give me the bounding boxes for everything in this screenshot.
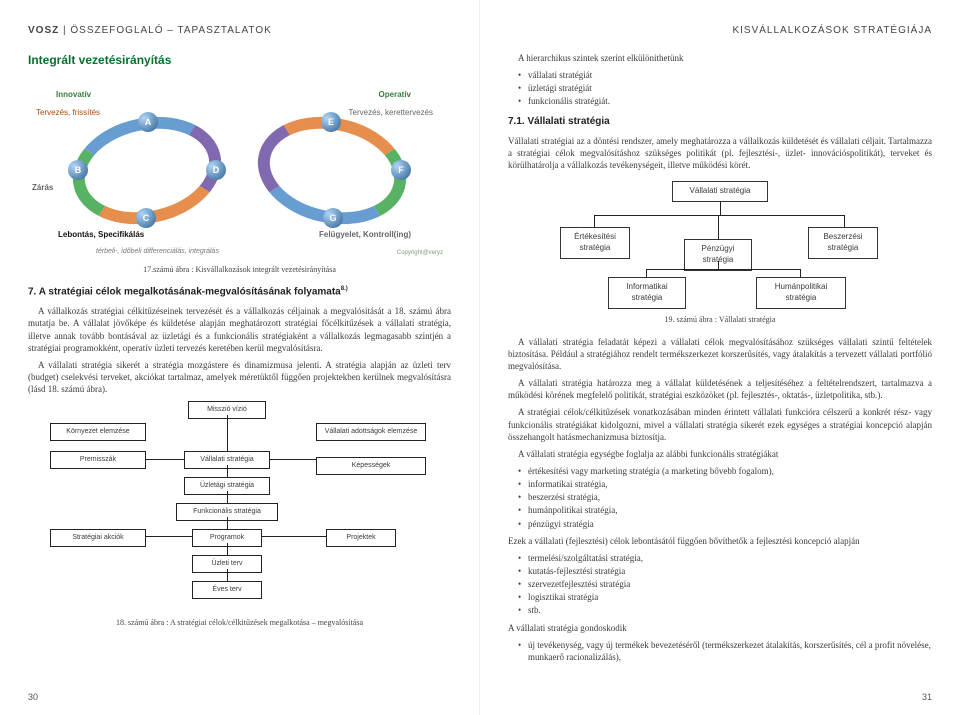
page-number-right: 31: [922, 691, 932, 703]
conn: [262, 536, 326, 537]
conn: [227, 415, 228, 451]
box-ertekesitesi: Értékesítési stratégia: [560, 227, 630, 259]
box-kornyezet: Környezet elemzése: [50, 423, 146, 440]
list-item: logisztikai stratégia: [528, 591, 932, 603]
list-item: stb.: [528, 604, 932, 616]
list-item: új tevékenység, vagy új termékek bevezet…: [528, 639, 932, 663]
list-item: funkcionális stratégiát.: [528, 95, 932, 107]
fig18-caption: 18. számú ábra : A stratégiai célok/célk…: [28, 618, 451, 629]
list-item: értékesítési vagy marketing stratégia (a…: [528, 465, 932, 477]
conn: [800, 269, 801, 277]
page-left: VOSZ | ÖSSZEFOGLALÓ – TAPASZTALATOK Inte…: [0, 0, 480, 715]
fig17-title: Integrált vezetésirányítás: [28, 52, 451, 68]
intro-bullets: vállalati stratégiát üzletági stratégiát…: [528, 69, 932, 107]
node-d: D: [206, 160, 226, 180]
box-adottsagok: Vállalati adottságok elemzése: [316, 423, 426, 440]
right-p2: A vállalati stratégia határozza meg a vá…: [508, 377, 932, 401]
box-informatikai: Informatikai stratégia: [608, 277, 686, 309]
conn: [720, 201, 721, 215]
list-item: kutatás-fejlesztési stratégia: [528, 565, 932, 577]
box-root: Vállalati stratégia: [672, 181, 768, 202]
label-operativ: Operatív: [379, 90, 411, 101]
running-head-left: VOSZ | ÖSSZEFOGLALÓ – TAPASZTALATOK: [28, 24, 451, 38]
label-copyright: Copyright@veryz: [397, 249, 443, 257]
running-head-right: KISVÁLLALKOZÁSOK STRATÉGIÁJA: [508, 24, 932, 38]
conn: [594, 215, 844, 216]
conn: [227, 569, 228, 581]
node-g: G: [323, 208, 343, 228]
conn: [718, 215, 719, 239]
list-item: szervezetfejlesztési stratégia: [528, 578, 932, 590]
bullets-4: új tevékenység, vagy új termékek bevezet…: [528, 639, 932, 663]
fig17-caption: 17.számú ábra : Kisvállalkozások integrá…: [28, 265, 451, 276]
node-e: E: [321, 112, 341, 132]
section-71-heading: 7.1. Vállalati stratégia: [508, 115, 932, 129]
list-item: üzletági stratégiát: [528, 82, 932, 94]
right-p3: A stratégiai célok/célkitűzések vonatkoz…: [508, 406, 932, 442]
node-a: A: [138, 112, 158, 132]
label-felugyelet: Felügyelet, Kontroll(ing): [319, 230, 411, 241]
conn: [646, 269, 800, 270]
conn: [270, 459, 316, 460]
conn: [146, 459, 184, 460]
right-p4: A vállalati stratégia egységbe foglalja …: [508, 448, 932, 460]
sec7-para-2: A vállalati stratégia sikerét a stratégi…: [28, 359, 451, 395]
list-item: humánpolitikai stratégia,: [528, 504, 932, 516]
box-premisszak: Premisszák: [50, 451, 146, 468]
label-integracio: térbeli-, időbeli differenciálás, integr…: [96, 247, 219, 256]
conn: [594, 215, 595, 227]
bullets-3: termelési/szolgáltatási stratégia, kutat…: [528, 552, 932, 617]
right-p6: A vállalati stratégia gondoskodik: [508, 622, 932, 634]
node-b: B: [68, 160, 88, 180]
node-c: C: [136, 208, 156, 228]
box-humanpolitikai: Humánpolitikai stratégia: [756, 277, 846, 309]
right-intro: A hierarchikus szintek szerint elkülönít…: [508, 52, 932, 64]
box-kepessegek: Képességek: [316, 457, 426, 474]
right-p5: Ezek a vállalati (fejlesztési) célok leb…: [508, 535, 932, 547]
right-p1: A vállalati stratégia feladatát képezi a…: [508, 336, 932, 372]
fig17-graphic: Innovatív Operatív Tervezés, frissítés T…: [28, 68, 451, 263]
list-item: beszerzési stratégia,: [528, 491, 932, 503]
figure-19: Vállalati stratégia Értékesítési stratég…: [560, 181, 880, 311]
conn: [646, 269, 647, 277]
section-7-heading: 7. A stratégiai célok megalkotásának-meg…: [28, 285, 451, 299]
brand: VOSZ: [28, 25, 59, 36]
box-akciok: Stratégiai akciók: [50, 529, 146, 546]
label-lebontas: Lebontás, Specifikálás: [58, 230, 144, 241]
conn: [844, 215, 845, 227]
label-zaras: Zárás: [32, 183, 53, 194]
conn: [227, 491, 228, 503]
list-item: pénzügyi stratégia: [528, 518, 932, 530]
list-item: informatikai stratégia,: [528, 478, 932, 490]
box-eves: Éves terv: [192, 581, 262, 598]
infinity-diagram: A B C D E F G H: [78, 118, 401, 225]
conn: [227, 517, 228, 529]
label-innovativ: Innovatív: [56, 90, 91, 101]
conn: [718, 261, 719, 269]
conn: [227, 465, 228, 477]
page-right: KISVÁLLALKOZÁSOK STRATÉGIÁJA A hierarchi…: [480, 0, 960, 715]
fig19-caption: 19. számú ábra : Vállalati stratégia: [508, 315, 932, 326]
figure-18: Misszió vízió Környezet elemzése Premiss…: [28, 401, 451, 616]
list-item: termelési/szolgáltatási stratégia,: [528, 552, 932, 564]
conn: [146, 536, 192, 537]
box-beszerzesi: Beszerzési stratégia: [808, 227, 878, 259]
node-f: F: [391, 160, 411, 180]
conn: [227, 543, 228, 555]
sec71-para: Vállalati stratégiai az a döntési rendsz…: [508, 135, 932, 171]
bullets-2: értékesítési vagy marketing stratégia (a…: [528, 465, 932, 530]
page-number-left: 30: [28, 691, 38, 703]
box-projektek: Projektek: [326, 529, 396, 546]
list-item: vállalati stratégiát: [528, 69, 932, 81]
sec7-para-1: A vállalkozás stratégiai célkitűzéseinek…: [28, 305, 451, 354]
figure-17: Integrált vezetésirányítás Innovatív Ope…: [28, 52, 451, 276]
